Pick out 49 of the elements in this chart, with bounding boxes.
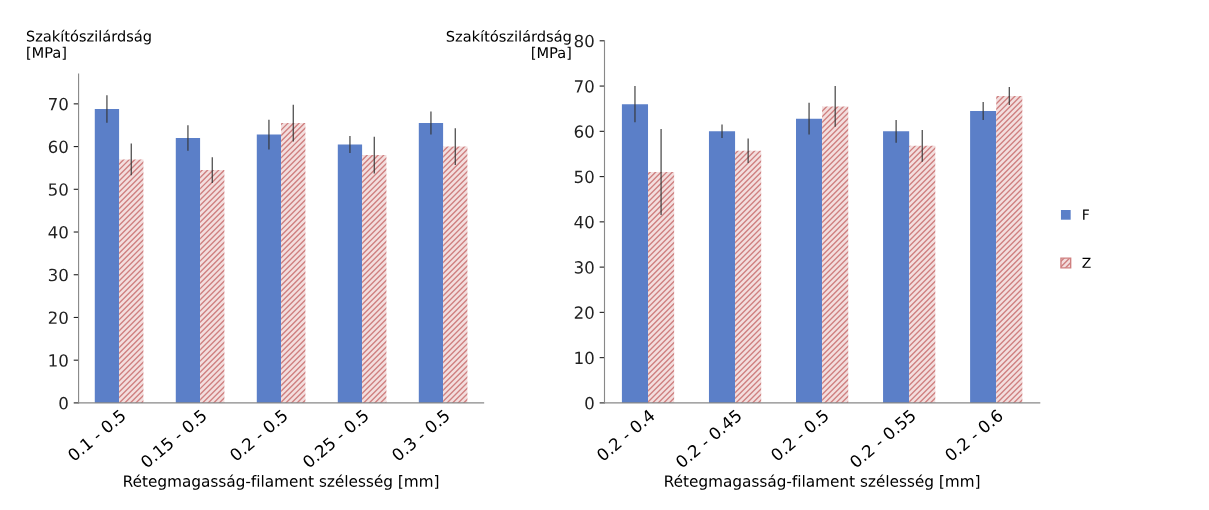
bar: [94, 108, 120, 403]
bar: [735, 150, 762, 403]
bar: [200, 170, 225, 403]
bar: [883, 131, 910, 403]
y-tick-label: 80: [574, 34, 594, 48]
x-axis-title: Rétegmagasság-filament szélesség [mm]: [665, 474, 980, 490]
bar: [443, 146, 468, 403]
y-tick-label: 0: [585, 396, 594, 410]
x-tick-label: 0.2 - 0.5: [228, 408, 289, 462]
y-tick-label: 10: [575, 351, 594, 365]
y-tick-label: 30: [48, 268, 68, 282]
y-tick-label: 50: [48, 183, 68, 196]
bar: [281, 123, 306, 403]
bar: [175, 138, 201, 403]
bar: [970, 110, 997, 403]
x-tick-label: 0.2 - 0.4: [595, 408, 656, 462]
legend-label: Z: [1082, 257, 1091, 268]
y-tick-label: 50: [574, 170, 594, 184]
bar: [256, 134, 282, 403]
y-tick-label: 70: [574, 80, 594, 93]
bar: [909, 145, 936, 403]
x-tick-label: 0.3 - 0.5: [390, 408, 451, 462]
bar: [996, 96, 1023, 403]
y-tick-label: 60: [574, 125, 594, 138]
x-axis-title: Rétegmagasság-filament szélesség [mm]: [124, 474, 439, 490]
x-tick-label: 0.2 - 0.6: [943, 408, 1004, 462]
y-tick-label: 40: [574, 215, 594, 229]
y-tick-label: 20: [574, 306, 594, 319]
x-tick-label: 0.2 - 0.5: [769, 408, 830, 462]
bar: [621, 104, 649, 403]
y-axis-title: Szakítószilárdság [MPa]: [446, 29, 571, 60]
y-tick-label: 70: [49, 97, 68, 111]
legend-label: F: [1083, 209, 1089, 220]
y-tick-label: 20: [48, 311, 68, 325]
bar: [119, 159, 144, 403]
bar: [418, 123, 444, 403]
x-tick-label: 0.1 - 0.5: [66, 408, 127, 462]
y-tick-label: 30: [574, 261, 594, 274]
bar: [362, 155, 387, 403]
y-axis-title: Szakítószilárdság [MPa]: [26, 29, 151, 60]
bar: [708, 131, 736, 403]
bar: [822, 106, 849, 403]
y-tick-label: 0: [59, 396, 68, 410]
bar: [648, 172, 675, 403]
y-tick-label: 60: [48, 140, 68, 154]
bar: [796, 118, 823, 403]
bar: [337, 144, 363, 403]
y-tick-label: 10: [49, 354, 68, 367]
y-tick-label: 40: [48, 225, 68, 239]
